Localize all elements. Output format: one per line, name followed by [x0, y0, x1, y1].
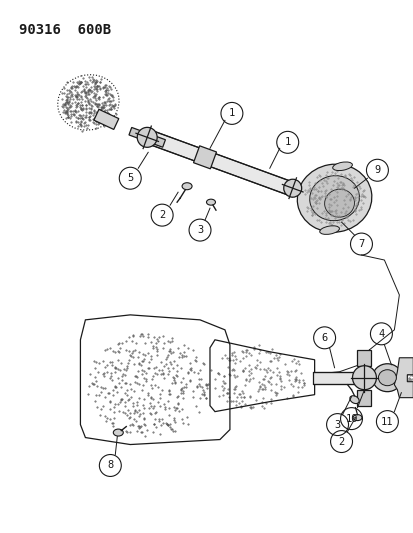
- Ellipse shape: [113, 429, 123, 436]
- Text: 2: 2: [337, 437, 344, 447]
- Text: 5: 5: [127, 173, 133, 183]
- Polygon shape: [94, 109, 119, 130]
- Text: 6: 6: [321, 333, 327, 343]
- Text: 8: 8: [107, 461, 113, 471]
- Text: 90316  600B: 90316 600B: [19, 22, 111, 37]
- Polygon shape: [142, 129, 297, 197]
- Ellipse shape: [377, 370, 395, 386]
- Circle shape: [283, 179, 301, 197]
- Ellipse shape: [297, 164, 371, 232]
- Text: 2: 2: [159, 210, 165, 220]
- Polygon shape: [357, 390, 370, 406]
- Text: 1: 1: [284, 138, 290, 147]
- Polygon shape: [357, 350, 370, 366]
- Circle shape: [137, 127, 157, 147]
- Text: 11: 11: [380, 417, 393, 426]
- Ellipse shape: [206, 199, 215, 205]
- Ellipse shape: [332, 162, 351, 171]
- Circle shape: [351, 366, 375, 390]
- Polygon shape: [394, 358, 412, 398]
- Ellipse shape: [349, 395, 358, 403]
- Polygon shape: [129, 127, 150, 142]
- Ellipse shape: [352, 415, 361, 421]
- Text: 3: 3: [197, 225, 203, 235]
- Text: 1: 1: [228, 108, 235, 118]
- Ellipse shape: [324, 189, 354, 217]
- Text: 4: 4: [377, 329, 384, 339]
- Ellipse shape: [319, 226, 339, 235]
- Ellipse shape: [309, 176, 358, 221]
- Text: 3: 3: [334, 419, 340, 430]
- Ellipse shape: [182, 183, 192, 190]
- Text: 9: 9: [373, 165, 380, 175]
- Ellipse shape: [372, 364, 401, 392]
- Polygon shape: [144, 133, 165, 147]
- Text: 7: 7: [358, 239, 364, 249]
- Text: 10: 10: [344, 414, 357, 424]
- Polygon shape: [312, 372, 357, 384]
- Polygon shape: [193, 146, 216, 169]
